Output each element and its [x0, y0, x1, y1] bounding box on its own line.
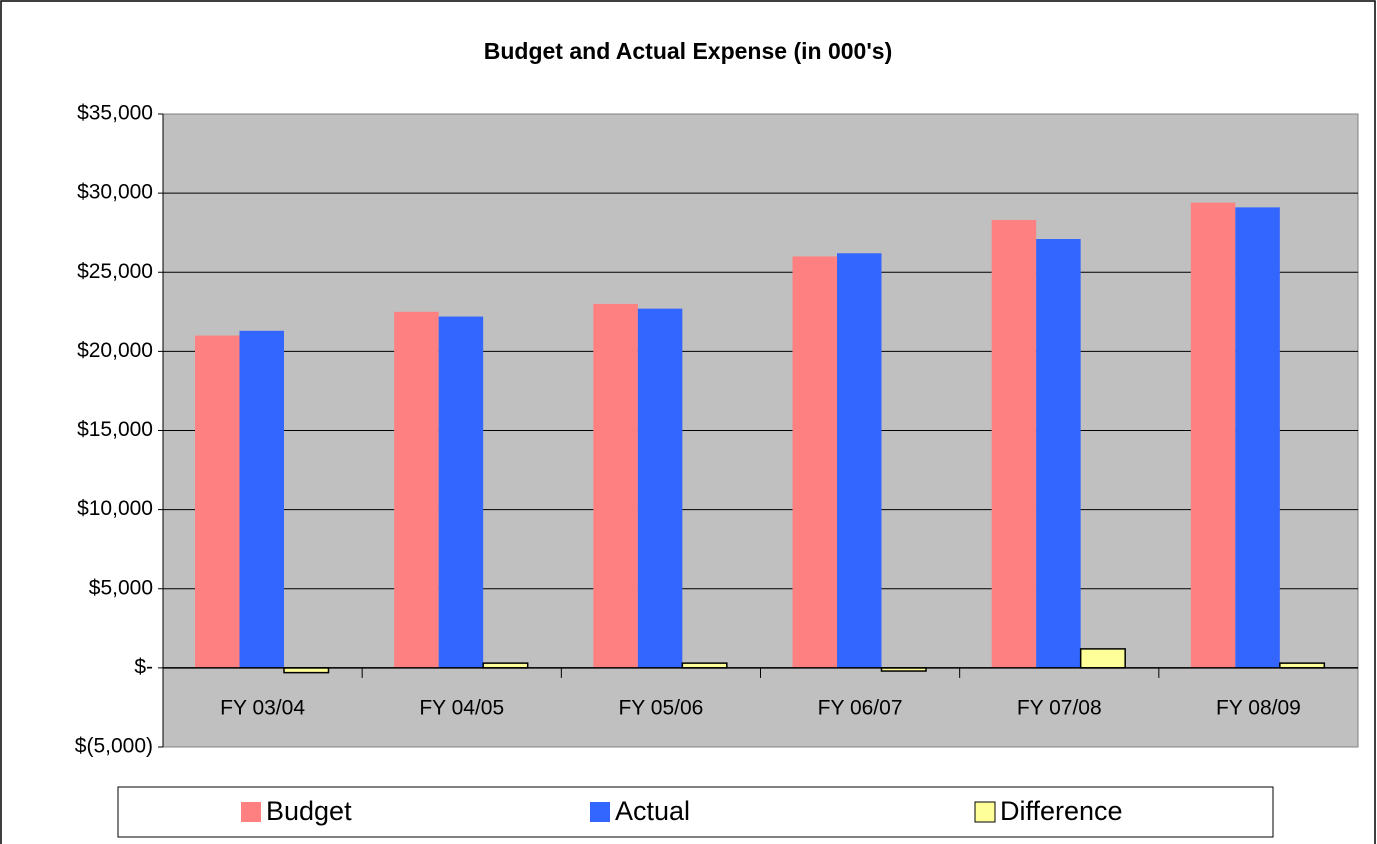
chart-title: Budget and Actual Expense (in 000's): [484, 38, 893, 64]
y-tick-label: $20,000: [77, 339, 153, 362]
bar: [991, 220, 1037, 668]
y-tick-label: $35,000: [77, 102, 153, 125]
bar: [1235, 207, 1280, 668]
bar: [1036, 239, 1081, 668]
x-tick-label: FY 05/06: [618, 697, 703, 720]
legend-label: Difference: [1000, 796, 1123, 826]
x-tick-label: FY 04/05: [419, 697, 504, 720]
legend-swatch: [241, 802, 261, 822]
x-tick-label: FY 03/04: [220, 697, 305, 720]
legend-box: [117, 786, 1274, 838]
y-tick-label: $10,000: [77, 497, 153, 520]
y-tick-label: $-: [134, 655, 153, 678]
bar: [1190, 202, 1236, 668]
bar: [837, 253, 882, 668]
legend-swatch: [974, 801, 996, 823]
bar: [438, 316, 484, 668]
x-tick-label: FY 07/08: [1017, 697, 1102, 720]
bar: [637, 308, 683, 668]
bar: [239, 330, 284, 668]
y-tick-label: $5,000: [89, 576, 153, 599]
bar: [593, 303, 638, 668]
bar: [1079, 648, 1126, 669]
x-tick-label: FY 06/07: [818, 697, 903, 720]
bar: [792, 256, 837, 668]
bar: [195, 335, 240, 668]
y-tick-label: $25,000: [77, 260, 153, 283]
y-tick-label: $30,000: [77, 181, 153, 204]
x-tick-label: FY 08/09: [1216, 697, 1301, 720]
legend-label: Actual: [615, 796, 690, 826]
legend-label: Budget: [266, 796, 352, 826]
bar: [394, 311, 439, 668]
y-tick-label: $(5,000): [75, 735, 153, 758]
legend-swatch: [590, 802, 610, 822]
y-tick-label: $15,000: [77, 418, 153, 441]
